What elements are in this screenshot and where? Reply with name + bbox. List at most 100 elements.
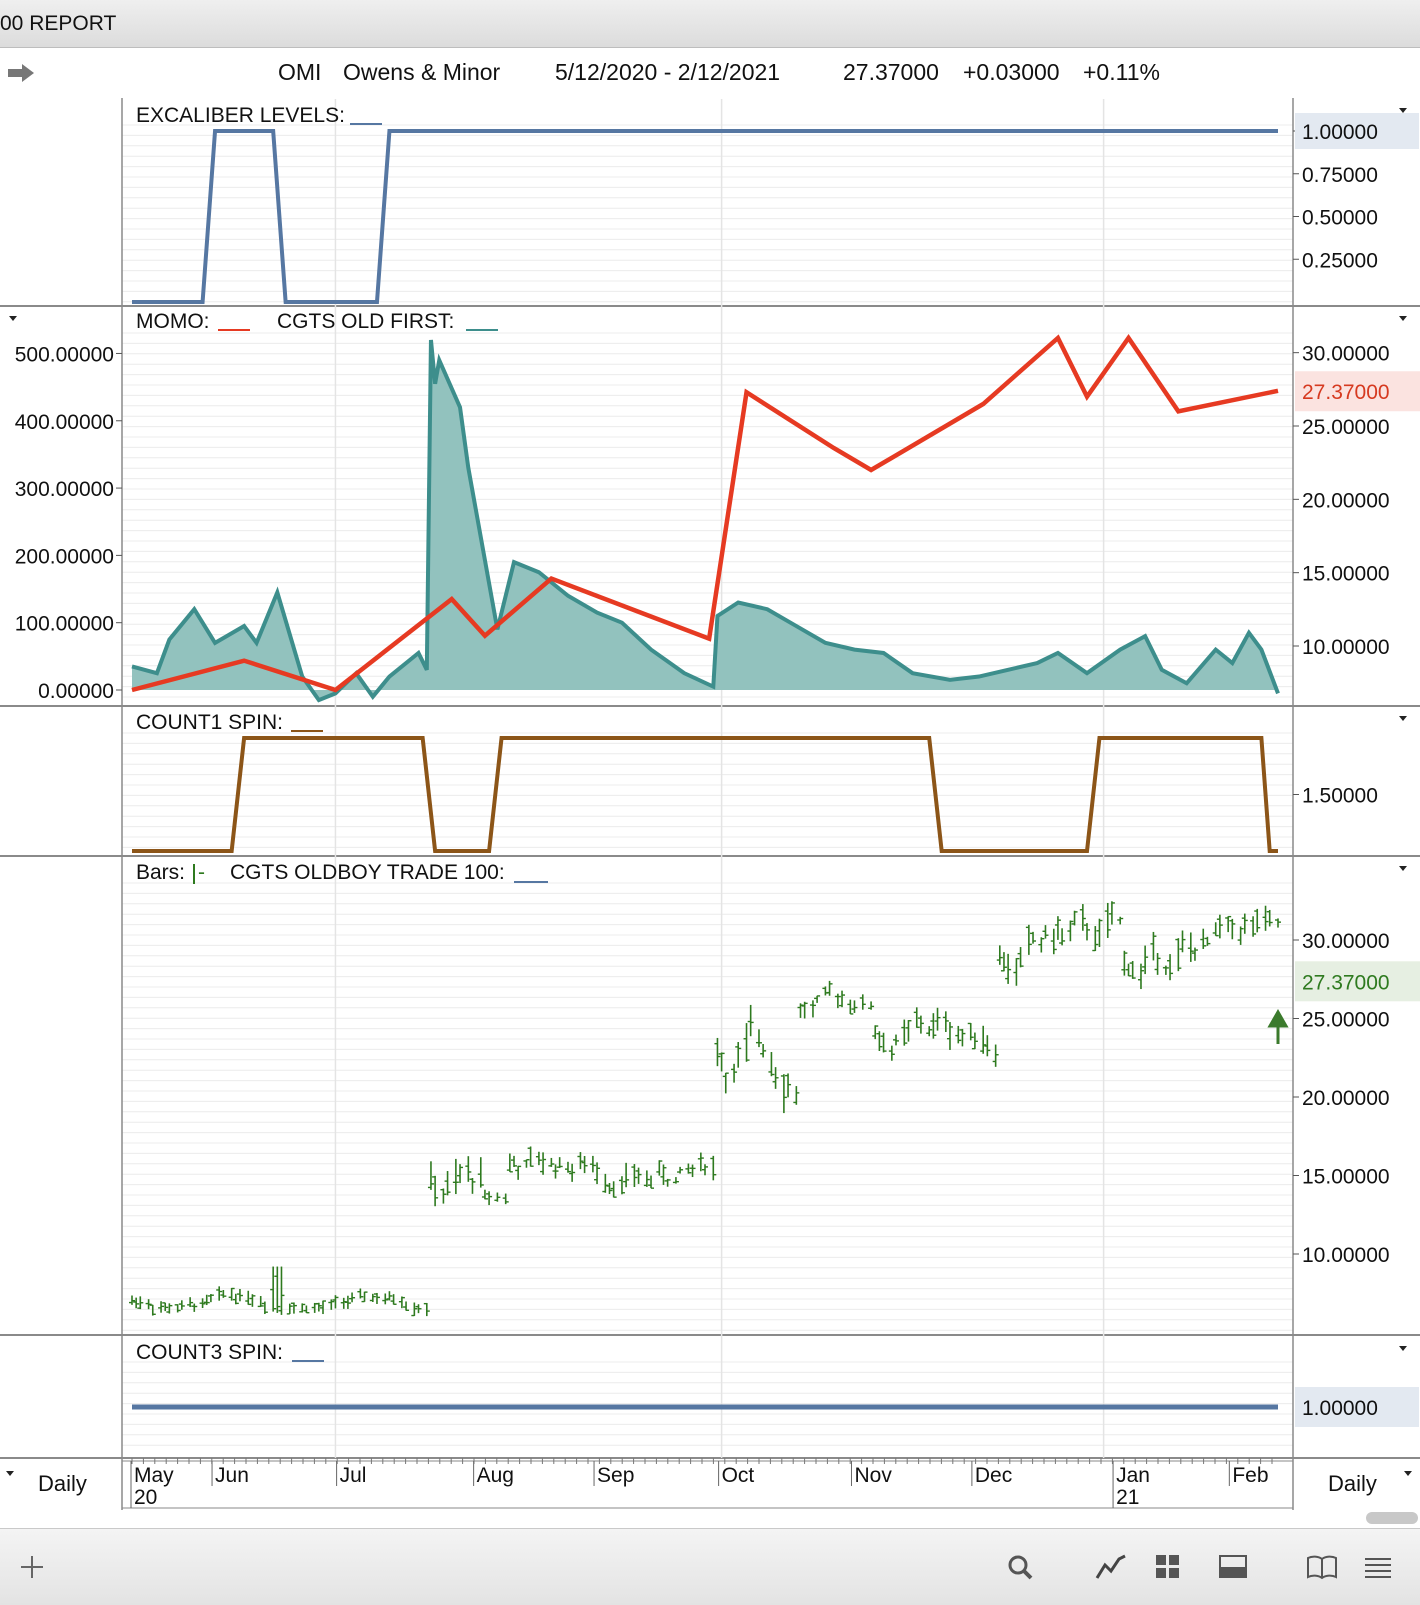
price-bar — [731, 1063, 738, 1083]
price-bar — [556, 1157, 563, 1169]
price-bar — [133, 1297, 140, 1309]
panel-menu-icon[interactable] — [1399, 716, 1407, 721]
price-bar — [664, 1178, 671, 1187]
price-bar — [1121, 950, 1128, 976]
price-bar — [361, 1291, 368, 1303]
price-bar — [946, 1022, 953, 1050]
price-bar — [303, 1305, 310, 1314]
price-bar — [710, 1155, 717, 1181]
horizontal-scrollbar[interactable] — [1366, 1512, 1418, 1524]
price-bar — [403, 1301, 410, 1311]
price-bar — [1250, 916, 1257, 937]
price-bar — [249, 1294, 256, 1307]
price-bar — [423, 1302, 430, 1317]
price-bar — [581, 1155, 588, 1174]
price-bar — [1229, 918, 1236, 940]
line-chart-icon[interactable] — [1091, 1547, 1131, 1587]
grid-icon[interactable] — [1148, 1547, 1188, 1587]
cgts-old-first-area — [132, 340, 1278, 701]
price-bar — [349, 1292, 356, 1303]
price-bar — [839, 990, 846, 1008]
up-arrow-icon — [1267, 1008, 1289, 1044]
price-bar — [942, 1011, 949, 1033]
price-bar — [913, 1007, 920, 1028]
bars-label: Bars: — [136, 861, 185, 884]
price-bar — [1129, 961, 1136, 979]
price-bar — [917, 1015, 924, 1034]
last-value-badge — [1295, 961, 1420, 1002]
panel-menu-icon[interactable] — [1399, 108, 1407, 113]
cgts-old-first-label: CGTS OLD FIRST: — [277, 310, 454, 333]
price-bar — [444, 1171, 451, 1196]
panel-icon[interactable] — [1213, 1547, 1253, 1587]
price-bar — [648, 1175, 655, 1189]
price-bar — [689, 1164, 696, 1178]
last-value-badge — [1295, 371, 1420, 412]
price-bar — [432, 1175, 439, 1207]
price-bar — [1266, 909, 1273, 927]
price-bar — [564, 1161, 571, 1173]
price-bar — [589, 1155, 596, 1173]
panel-menu-icon[interactable] — [1399, 866, 1407, 871]
price-bar — [996, 945, 1003, 965]
price-bar — [702, 1164, 708, 1176]
periodicity-left[interactable]: Daily — [38, 1471, 87, 1496]
price-bar — [735, 1042, 742, 1068]
right-tick-label: 15.00000 — [1302, 563, 1390, 586]
price-bar — [1038, 937, 1045, 953]
price-bar — [992, 1044, 999, 1067]
price-bar — [1137, 963, 1144, 990]
price-bar — [257, 1296, 264, 1308]
panel-menu-icon[interactable] — [1399, 316, 1407, 321]
price-bar — [1212, 922, 1219, 937]
left-tick-label: 0.00000 — [38, 680, 114, 703]
price-bar — [1150, 931, 1157, 961]
price-bar — [515, 1165, 522, 1180]
price-bar — [427, 1161, 434, 1190]
right-tick-label: 10.00000 — [1302, 1244, 1390, 1267]
periodicity-menu-icon[interactable] — [1404, 1471, 1412, 1476]
book-icon[interactable] — [1302, 1547, 1342, 1587]
price-bar — [502, 1193, 509, 1205]
price-bar — [1017, 947, 1024, 968]
periodicity-right[interactable]: Daily — [1328, 1471, 1377, 1496]
price-bar — [797, 1003, 804, 1018]
last-price: 27.37000 — [843, 59, 939, 85]
right-tick-label: 0.50000 — [1302, 207, 1378, 230]
price-bar — [1071, 910, 1078, 926]
last-value-label: 27.37000 — [1302, 381, 1390, 404]
arrow-right-icon[interactable] — [6, 62, 36, 84]
month-label: Jun — [215, 1464, 249, 1487]
price-bar — [1241, 913, 1248, 934]
left-tick-label: 100.00000 — [15, 613, 114, 636]
price-bar — [768, 1052, 775, 1077]
price-bar — [934, 1007, 941, 1031]
search-icon[interactable] — [1000, 1547, 1040, 1587]
price-bar — [129, 1295, 135, 1305]
price-bar — [859, 994, 866, 1010]
list-icon[interactable] — [1358, 1547, 1398, 1587]
right-tick-label: 30.00000 — [1302, 343, 1390, 366]
count1-spin-line — [132, 736, 1278, 853]
last-value-badge — [1295, 1387, 1419, 1427]
momo-label: MOMO: — [136, 310, 210, 333]
month-label: Jan — [1116, 1464, 1150, 1487]
chart-area[interactable]: EXCALIBER LEVELS: 1.00000 0.75000 0.50000 0.… — [0, 0, 1420, 1528]
panel-menu-icon[interactable] — [1399, 1346, 1407, 1351]
price-bar — [465, 1156, 472, 1182]
price-bar — [780, 1074, 787, 1114]
price-bar — [1237, 926, 1244, 945]
price-bar — [656, 1160, 663, 1176]
plus-icon[interactable] — [12, 1547, 52, 1587]
price-bar — [320, 1300, 326, 1315]
price-bar — [1204, 936, 1211, 946]
last-value-label: 27.37000 — [1302, 971, 1390, 994]
price-bar — [477, 1157, 484, 1188]
price-bar — [635, 1167, 642, 1184]
panel-menu-icon[interactable] — [9, 316, 17, 321]
periodicity-menu-icon[interactable] — [6, 1471, 14, 1476]
price-bar — [826, 980, 833, 996]
price-bar — [772, 1067, 779, 1089]
price-bar — [369, 1293, 376, 1303]
right-tick-label: 1.00000 — [1302, 121, 1378, 144]
